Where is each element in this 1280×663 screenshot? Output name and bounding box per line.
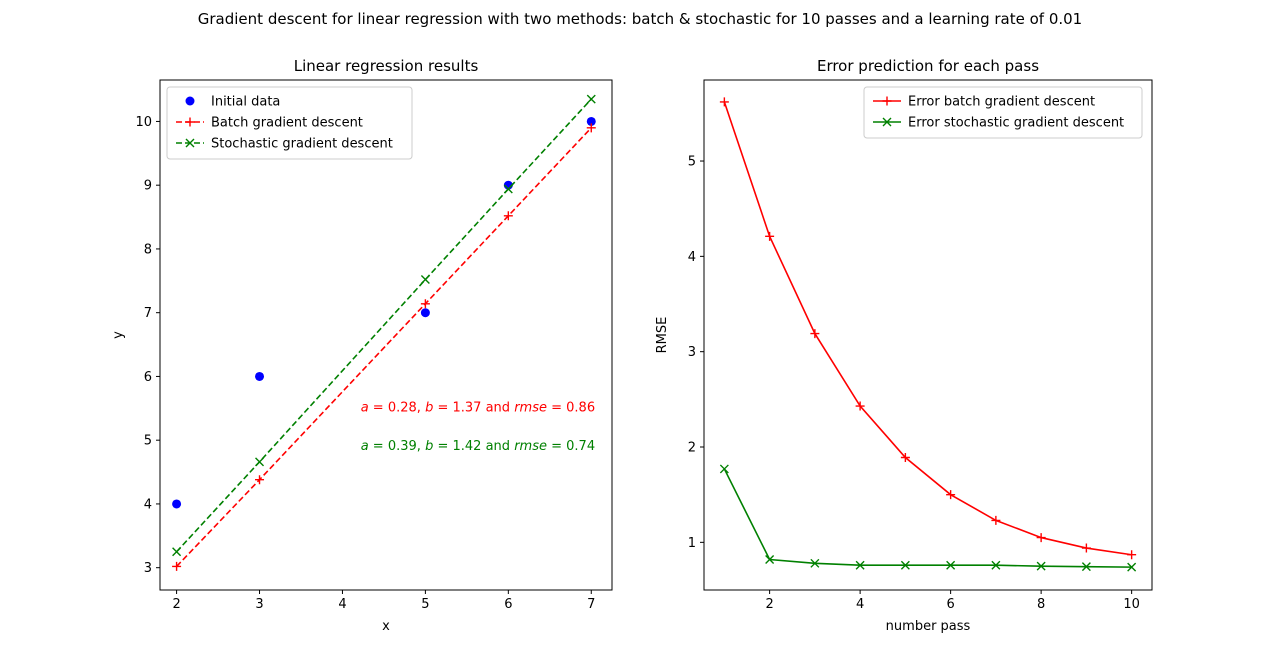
data-point [255, 475, 265, 485]
plot-frame [159, 79, 613, 591]
y-tick-label: 2 [688, 441, 696, 456]
y-tick-label: 4 [144, 497, 152, 512]
plot-title: Linear regression results [294, 57, 479, 75]
annotation-text: a = 0.39, b = 1.42 and rmse = 0.74 [361, 439, 595, 454]
data-point [503, 184, 513, 194]
y-tick-label: 5 [144, 434, 152, 449]
y-tick-label: 7 [144, 306, 152, 321]
x-tick-label: 6 [504, 597, 512, 612]
data-point [1127, 562, 1137, 572]
data-point [1081, 562, 1091, 572]
data-point [586, 116, 596, 126]
series-1 [172, 123, 596, 571]
legend-label: Error stochastic gradient descent [908, 116, 1124, 131]
plot-frame [703, 79, 1153, 591]
legend-label: Stochastic gradient descent [211, 137, 393, 152]
series-line [176, 98, 592, 553]
legend-label: Initial data [211, 95, 280, 110]
figure-suptitle: Gradient descent for linear regression w… [198, 10, 1082, 28]
data-point [420, 299, 430, 309]
x-tick-label: 2 [172, 597, 180, 612]
legend-marker [185, 138, 195, 148]
x-tick-label: 5 [421, 597, 429, 612]
y-tick-label: 9 [144, 179, 152, 194]
legend-marker [882, 96, 892, 106]
series-0 [719, 97, 1137, 560]
legend-marker [185, 96, 195, 106]
data-point [991, 560, 1001, 570]
y-tick-label: 10 [135, 115, 152, 130]
annotation-text: a = 0.28, b = 1.37 and rmse = 0.86 [361, 401, 595, 416]
x-tick-label: 6 [946, 597, 954, 612]
data-point [900, 452, 910, 462]
data-point [900, 560, 910, 570]
data-point [719, 97, 729, 107]
series-1 [719, 464, 1137, 572]
y-tick-label: 8 [144, 242, 152, 257]
x-tick-label: 4 [338, 597, 346, 612]
data-point [420, 308, 430, 318]
x-tick-label: 10 [1123, 597, 1140, 612]
y-tick-label: 3 [688, 345, 696, 360]
data-point [855, 560, 865, 570]
y-axis-label: y [111, 331, 126, 339]
data-point [420, 275, 430, 285]
data-point [946, 490, 956, 500]
y-tick-label: 6 [144, 370, 152, 385]
legend-label: Batch gradient descent [211, 116, 363, 131]
data-point [991, 515, 1001, 525]
data-point [765, 231, 775, 241]
data-point [172, 561, 182, 571]
data-point [586, 94, 596, 104]
legend-marker [185, 117, 195, 127]
series-line [723, 101, 1132, 556]
x-axis-label: x [382, 619, 390, 634]
data-point [255, 371, 265, 381]
x-tick-label: 8 [1037, 597, 1045, 612]
plot-title: Error prediction for each pass [817, 57, 1039, 75]
data-point [855, 401, 865, 411]
data-point [719, 464, 729, 474]
regression-panel: Linear regression results 2 3 4 5 6 7 3 4 5 6 7 8 9 10… [111, 57, 613, 634]
data-point [172, 547, 182, 557]
legend: Initial data Batch gradient descent Stocha… [166, 86, 413, 160]
data-point [586, 123, 596, 133]
series-line [176, 127, 592, 567]
data-point [765, 555, 775, 564]
legend-label: Error batch gradient descent [908, 95, 1095, 110]
data-point [946, 560, 956, 570]
data-point [1036, 533, 1046, 543]
data-point [1036, 561, 1046, 571]
data-point [1081, 543, 1091, 553]
y-tick-label: 4 [688, 250, 696, 265]
x-tick-label: 2 [765, 597, 773, 612]
legend: Error batch gradient descent Error stocha… [863, 86, 1143, 139]
x-tick-label: 7 [587, 597, 595, 612]
y-tick-label: 3 [144, 561, 152, 576]
series-line [723, 468, 1132, 568]
legend-box [166, 86, 413, 160]
y-tick-label: 1 [688, 536, 696, 551]
data-point [810, 329, 820, 339]
series-2 [172, 94, 596, 557]
data-point [503, 211, 513, 221]
y-axis-label: RMSE [655, 317, 670, 354]
data-point [1127, 550, 1137, 560]
legend-box [863, 86, 1143, 139]
x-axis-label: number pass [886, 619, 971, 634]
y-tick-label: 5 [688, 155, 696, 170]
data-point [810, 558, 820, 568]
x-tick-label: 3 [255, 597, 263, 612]
data-point [172, 499, 182, 509]
data-point [255, 457, 265, 467]
legend-marker [882, 117, 892, 127]
x-tick-label: 4 [856, 597, 864, 612]
